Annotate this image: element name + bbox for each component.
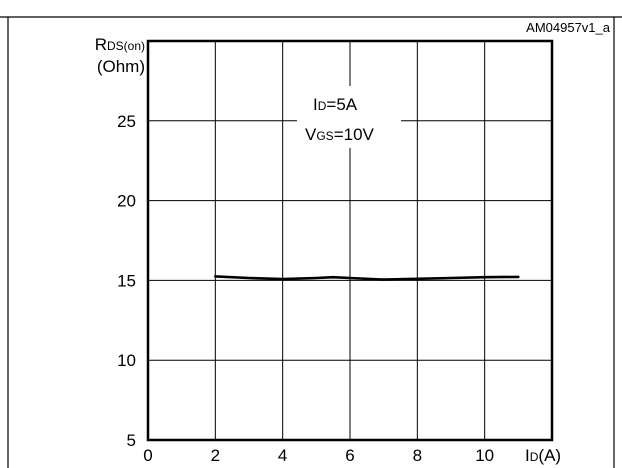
x-tick-label: 8: [413, 446, 422, 465]
x-axis-label-sub: D: [530, 450, 539, 464]
series-line: [214, 275, 520, 281]
annotation-vgs-main: V: [305, 125, 317, 144]
y-tick-label: 20: [117, 192, 136, 211]
x-tick-label: 4: [278, 446, 287, 465]
y-axis-label-main: R: [95, 35, 107, 54]
x-tick-label: 6: [345, 446, 354, 465]
x-tick-label: 0: [143, 446, 152, 465]
annotation-background: [297, 86, 401, 148]
x-axis-label-main: I: [525, 446, 530, 465]
x-tick-label: 2: [211, 446, 220, 465]
annotation-id-main: I: [313, 95, 318, 114]
figure-id: AM04957v1_a: [526, 20, 611, 35]
x-axis-label-unit: (A): [538, 446, 561, 465]
y-axis-unit: (Ohm): [97, 57, 145, 76]
x-axis-label: ID(A): [525, 446, 561, 465]
y-tick-label: 15: [117, 271, 136, 290]
y-tick-label: 25: [117, 112, 136, 131]
x-tick-label: 10: [475, 446, 494, 465]
annotation-gate-voltage: VGS=10V: [305, 125, 375, 144]
y-axis-label-sub: DS(on): [107, 39, 145, 53]
annotation-vgs-sub: GS: [316, 129, 333, 143]
plot-frame: [146, 39, 554, 442]
condition-annotations: ID=5A VGS=10V: [297, 86, 401, 148]
tick-labels: 0 2 4 6 8 10 5 10 15 20 25: [117, 112, 494, 465]
annotation-drain-current: ID=5A: [313, 95, 358, 114]
y-axis-label: RDS(on): [95, 35, 145, 54]
data-series: [214, 275, 520, 281]
annotation-id-value: =5A: [326, 95, 357, 114]
y-tick-label: 10: [117, 351, 136, 370]
annotation-id-sub: D: [318, 99, 327, 113]
y-tick-label: 5: [127, 431, 136, 450]
annotation-vgs-value: =10V: [334, 125, 375, 144]
